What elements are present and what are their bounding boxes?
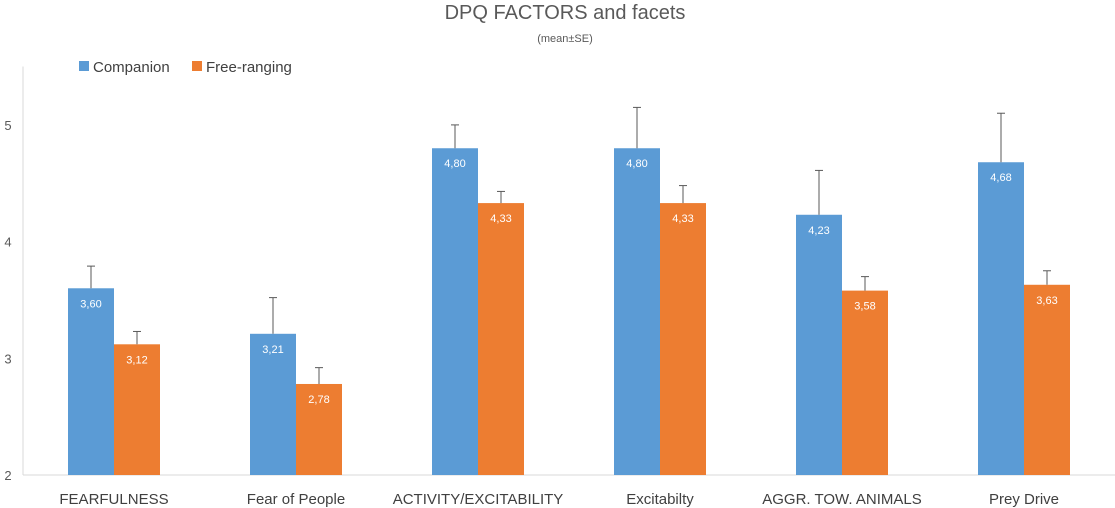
bar-free-ranging	[1024, 284, 1070, 475]
legend-label-free-ranging: Free-ranging	[206, 59, 292, 76]
bar-companion	[614, 148, 660, 476]
x-tick-label: AGGR. TOW. ANIMALS	[762, 491, 922, 508]
data-label: 3,12	[126, 354, 147, 366]
chart-title: DPQ FACTORS and facets	[445, 2, 686, 24]
bar-free-ranging	[842, 290, 888, 475]
data-label: 4,33	[490, 213, 511, 225]
data-label: 4,68	[990, 172, 1011, 184]
x-tick-label: Excitabilty	[626, 491, 694, 508]
data-label: 4,23	[808, 225, 829, 237]
x-tick-label: ACTIVITY/EXCITABILITY	[393, 491, 564, 508]
chart-subtitle: (mean±SE)	[537, 33, 593, 45]
bar-companion	[978, 162, 1024, 475]
legend-swatch-companion	[79, 61, 89, 71]
y-tick-label: 4	[4, 235, 11, 250]
y-tick-label: 2	[4, 468, 11, 483]
bar-free-ranging	[114, 344, 160, 475]
data-label: 3,58	[854, 301, 875, 313]
bar-free-ranging	[478, 203, 524, 476]
bar-companion	[796, 214, 842, 475]
x-tick-label: FEARFULNESS	[59, 491, 168, 508]
bar-companion	[68, 288, 114, 475]
bar-companion	[432, 148, 478, 476]
data-label: 2,78	[308, 394, 329, 406]
x-tick-label: Fear of People	[247, 491, 345, 508]
data-label: 4,33	[672, 213, 693, 225]
bar-free-ranging	[660, 203, 706, 476]
bar-companion	[250, 333, 296, 475]
data-label: 3,63	[1036, 295, 1057, 307]
legend-label-companion: Companion	[93, 59, 170, 76]
legend-swatch-free-ranging	[192, 61, 202, 71]
data-label: 3,60	[80, 298, 101, 310]
bar-free-ranging	[296, 383, 342, 475]
x-tick-label: Prey Drive	[989, 491, 1059, 508]
data-label: 4,80	[444, 158, 465, 170]
data-label: 3,21	[262, 344, 283, 356]
data-label: 4,80	[626, 158, 647, 170]
y-tick-label: 3	[4, 351, 11, 366]
y-tick-label: 5	[4, 118, 11, 133]
legend: Companion Free-ranging	[79, 59, 292, 76]
